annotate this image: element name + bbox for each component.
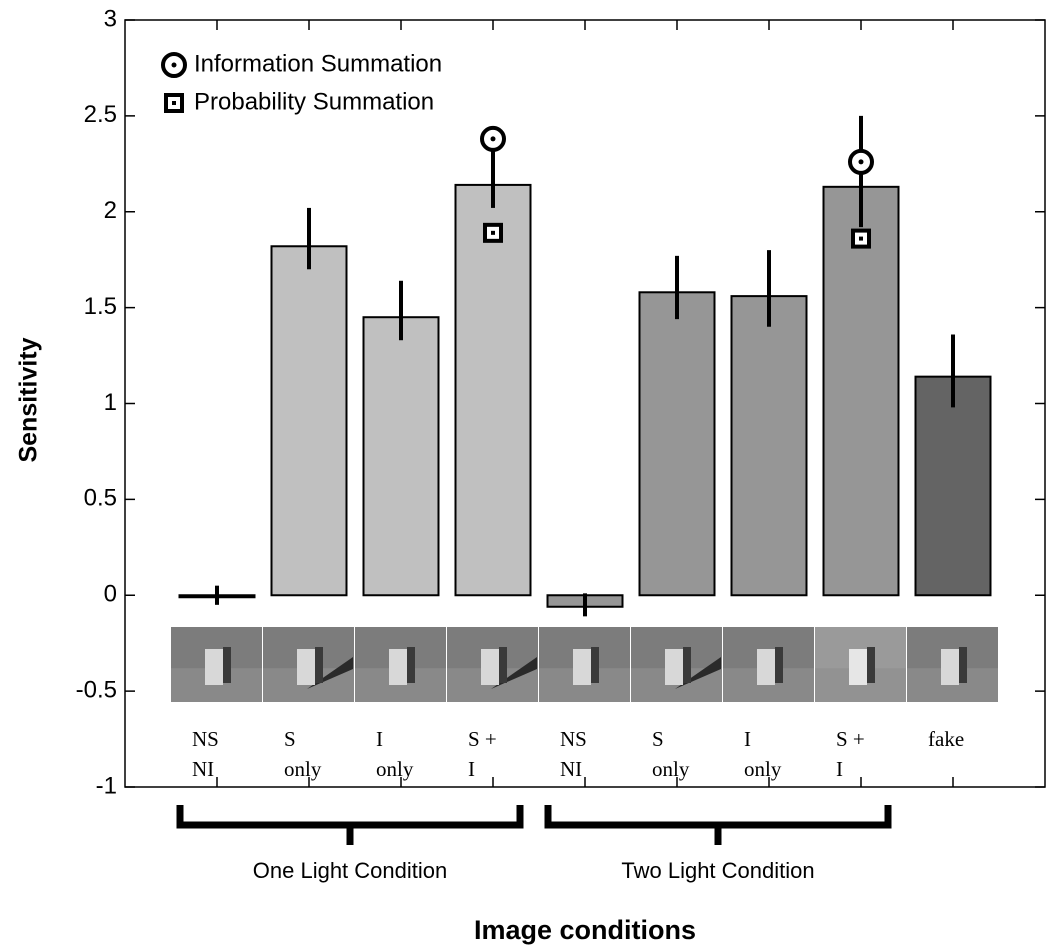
thumbnail-cube-front [205, 649, 223, 685]
x-tick-label: NS [192, 727, 219, 751]
thumbnail-cube-front [573, 649, 591, 685]
x-tick-label: S [652, 727, 664, 751]
thumbnail-cube-side [223, 647, 231, 683]
legend-marker-dot [171, 62, 177, 68]
x-tick-label: I [836, 757, 843, 781]
x-tick-label: only [376, 757, 414, 781]
y-tick-label: 0 [104, 581, 117, 608]
group-label: One Light Condition [253, 858, 447, 883]
thumbnail-cube-side [775, 647, 783, 683]
group-bracket [176, 805, 524, 845]
x-tick-label: S + [468, 727, 497, 751]
x-axis-label: Image conditions [474, 915, 696, 945]
y-tick-label: 1.5 [84, 293, 117, 320]
thumbnail-cube-front [941, 649, 959, 685]
thumbnail-cube-side [407, 647, 415, 683]
x-tick-label: only [744, 757, 782, 781]
y-tick-label: 0.5 [84, 485, 117, 512]
y-tick-label: -0.5 [76, 676, 117, 703]
y-tick-label: 1 [104, 389, 117, 416]
x-tick-label: NS [560, 727, 587, 751]
y-tick-label: -1 [96, 772, 117, 799]
legend-marker-dot [172, 101, 176, 105]
y-axis-label: Sensitivity [15, 337, 43, 462]
prediction-marker-dot [859, 236, 863, 241]
legend-label: Probability Summation [194, 88, 434, 115]
x-tick-label: I [376, 727, 383, 751]
thumbnail-cube-front [297, 649, 315, 685]
thumbnail-cube-side [591, 647, 599, 683]
y-tick-label: 3 [104, 5, 117, 32]
thumbnail-cube-side [315, 647, 323, 683]
legend-label: Information Summation [194, 50, 442, 77]
bar [730, 295, 808, 597]
thumbnail-cube-side [683, 647, 691, 683]
x-tick-label: only [652, 757, 690, 781]
bar [454, 183, 532, 597]
thumbnail-cube-front [389, 649, 407, 685]
thumbnail-cube-front [757, 649, 775, 685]
prediction-marker-dot [491, 230, 495, 235]
thumbnail-cube-side [867, 647, 875, 683]
bar [270, 245, 348, 597]
thumbnail-cube-front [665, 649, 683, 685]
y-tick-label: 2 [104, 197, 117, 224]
thumbnail-cube-front [481, 649, 499, 685]
x-tick-label: NI [192, 757, 214, 781]
x-tick-label: I [468, 757, 475, 781]
bar [638, 291, 716, 597]
x-tick-label: S + [836, 727, 865, 751]
x-tick-label: S [284, 727, 296, 751]
thumbnail-cube-front [849, 649, 867, 685]
x-tick-label: I [744, 727, 751, 751]
group-label: Two Light Condition [621, 858, 814, 883]
prediction-marker-dot [858, 159, 864, 165]
prediction-marker-dot [490, 136, 496, 142]
thumbnail-cube-side [499, 647, 507, 683]
bar [914, 375, 992, 597]
bar [362, 316, 440, 597]
thumbnail-cube-side [959, 647, 967, 683]
y-tick-label: 2.5 [84, 101, 117, 128]
x-tick-label: NI [560, 757, 582, 781]
x-tick-label: fake [928, 727, 964, 751]
x-tick-label: only [284, 757, 322, 781]
group-bracket [544, 805, 892, 845]
